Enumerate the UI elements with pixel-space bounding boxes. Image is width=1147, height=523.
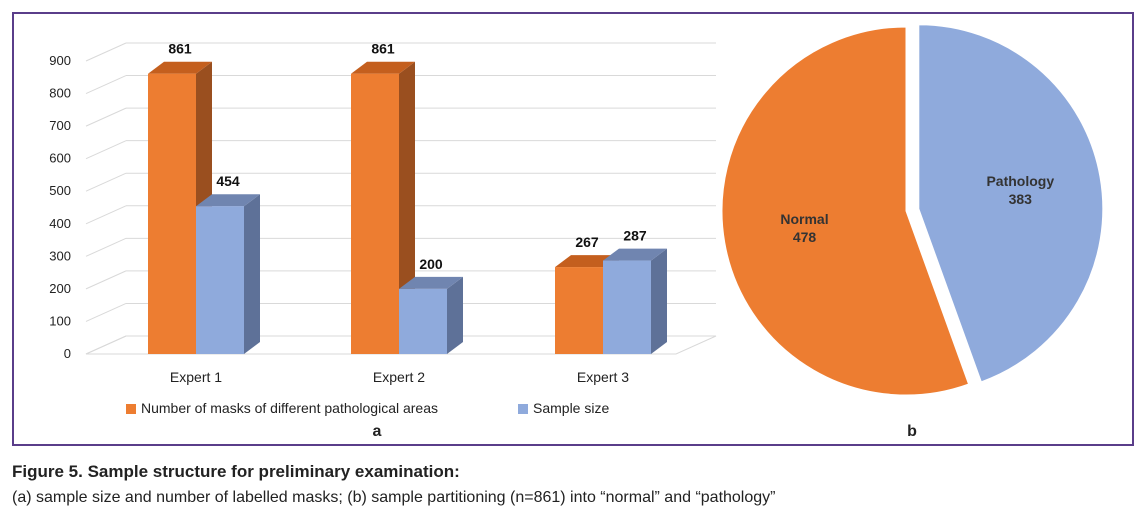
gridline-slant: [85, 302, 127, 322]
legend-swatch: [126, 404, 136, 414]
bar: [351, 73, 399, 355]
gridline-slant: [85, 237, 127, 257]
y-tick-label: 100: [49, 313, 71, 328]
gridline-slant: [85, 75, 127, 95]
bar-top: [399, 276, 463, 289]
bar-top: [603, 248, 667, 261]
data-label: 267: [575, 234, 599, 250]
bar-top: [196, 194, 260, 207]
data-label: 287: [623, 228, 647, 244]
pie-chart: Pathology 383 Normal 478 b: [721, 24, 1104, 440]
x-tick-label: Expert 2: [373, 369, 425, 385]
x-tick-label: Expert 3: [577, 369, 629, 385]
y-tick-label: 800: [49, 86, 71, 101]
gridline-slant: [85, 205, 127, 225]
figure-frame: 0 100 200 300 400 500 600 700 800 900 861 454 Expert…: [12, 12, 1134, 446]
y-tick-label: 400: [49, 216, 71, 231]
bar-side: [244, 194, 260, 354]
bar-side: [651, 248, 667, 354]
bar: [399, 288, 447, 354]
legend-entry: Sample size: [533, 400, 609, 416]
data-label: 861: [371, 41, 395, 57]
legend-swatch: [518, 404, 528, 414]
y-tick-label: 600: [49, 151, 71, 166]
gridline-slant: [85, 270, 127, 290]
data-label: 200: [419, 256, 443, 272]
pie-slice: [721, 26, 970, 396]
y-tick-label: 900: [49, 53, 71, 68]
gridline-slant: [85, 172, 127, 192]
legend-entry: Number of masks of different pathologica…: [141, 400, 438, 416]
panel-label-a: a: [373, 423, 382, 440]
y-tick-label: 200: [49, 281, 71, 296]
figure-svg: 0 100 200 300 400 500 600 700 800 900 861 454 Expert…: [49, 24, 1104, 440]
bar: [148, 73, 196, 355]
data-label: 454: [216, 173, 240, 189]
figure-caption-text: (a) sample size and number of labelled m…: [12, 489, 776, 506]
y-tick-label: 300: [49, 248, 71, 263]
bar: [196, 206, 244, 354]
pie-label: Normal: [780, 211, 828, 227]
bar: [603, 260, 651, 354]
bar-side: [447, 276, 463, 354]
pie-value-label: 478: [793, 229, 817, 245]
chart-floor: [85, 335, 717, 355]
pie-value-label: 383: [1009, 191, 1033, 207]
bar: [555, 267, 603, 354]
y-tick-label: 700: [49, 118, 71, 133]
bar-chart: 0 100 200 300 400 500 600 700 800 900 861 454 Expert…: [49, 41, 717, 440]
pie-label: Pathology: [986, 173, 1054, 189]
gridline-slant: [85, 140, 127, 160]
figure-caption-title: Figure 5. Sample structure for prelimina…: [12, 462, 460, 481]
bar-top: [148, 61, 212, 74]
gridline-slant: [85, 107, 127, 127]
data-label: 861: [168, 41, 192, 57]
bar-top: [351, 61, 415, 74]
gridline-slant: [85, 42, 127, 62]
y-tick-label: 500: [49, 183, 71, 198]
panel-label-b: b: [907, 423, 917, 440]
y-tick-label: 0: [64, 346, 71, 361]
x-tick-label: Expert 1: [170, 369, 222, 385]
pie-slice: [918, 24, 1104, 383]
